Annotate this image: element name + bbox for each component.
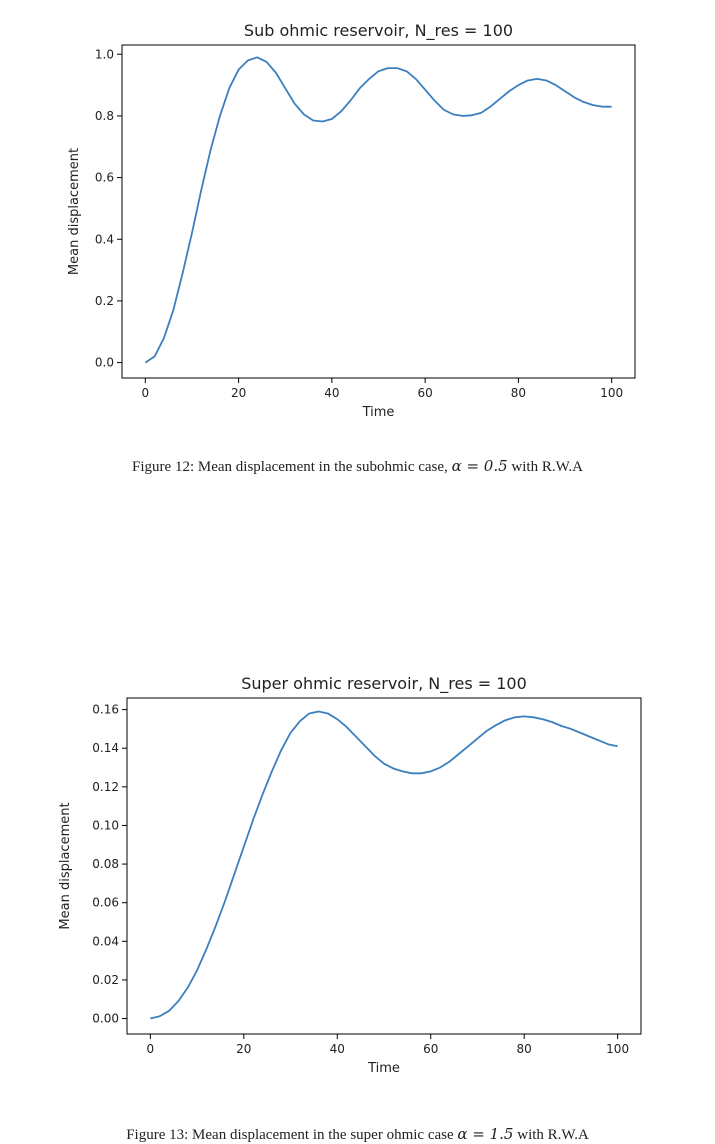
caption-suffix: with R.W.A <box>507 459 583 475</box>
caption-math: α = 1.5 <box>457 1125 514 1143</box>
y-tick-label: 0.16 <box>92 703 119 717</box>
y-tick-label: 0.4 <box>95 232 114 246</box>
x-tick-label: 0 <box>147 1042 155 1056</box>
chart-title: Super ohmic reservoir, N_res = 100 <box>241 674 527 694</box>
x-tick-label: 40 <box>324 386 339 400</box>
x-tick-label: 60 <box>423 1042 438 1056</box>
x-tick-label: 80 <box>517 1042 532 1056</box>
x-tick-label: 20 <box>231 386 246 400</box>
y-tick-label: 0.06 <box>92 896 119 910</box>
y-axis-label: Mean displacement <box>58 802 73 929</box>
y-tick-label: 0.00 <box>92 1012 119 1026</box>
figure-12: Sub ohmic reservoir, N_res = 100 0 20 40 60 8… <box>0 0 715 500</box>
y-tick-label: 0.02 <box>92 973 119 987</box>
plot-frame <box>121 44 636 379</box>
y-tick-label: 0.2 <box>95 294 114 308</box>
figure-13: Super ohmic reservoir, N_res = 100 0 20 40 6… <box>0 655 715 1143</box>
y-tick-label: 0.04 <box>92 934 119 948</box>
caption-suffix: with R.W.A <box>513 1127 589 1143</box>
y-tick-label: 1.0 <box>95 47 114 61</box>
x-tick-label: 20 <box>236 1042 251 1056</box>
caption-text: Figure 12: Mean displacement in the subo… <box>132 459 452 475</box>
caption-text: Figure 13: Mean displacement in the supe… <box>126 1127 458 1143</box>
x-tick-label: 80 <box>511 386 526 400</box>
y-axis-label: Mean displacement <box>67 148 82 275</box>
x-tick-label: 40 <box>330 1042 345 1056</box>
y-tick-label: 0.10 <box>92 818 119 832</box>
figure-13-caption: Figure 13: Mean displacement in the supe… <box>0 1125 715 1144</box>
series-line <box>150 710 618 1020</box>
caption-math: α = 0.5 <box>451 457 508 475</box>
series-line <box>144 56 612 364</box>
figure-12-caption: Figure 12: Mean displacement in the subo… <box>0 457 715 476</box>
x-axis-label: Time <box>367 1061 400 1076</box>
y-tick-label: 0.8 <box>95 109 114 123</box>
y-tick-label: 0.14 <box>92 741 119 755</box>
x-axis-label: Time <box>362 405 395 420</box>
y-tick-label: 0.6 <box>95 171 114 185</box>
plot-frame <box>126 697 642 1035</box>
y-tick-label: 0.0 <box>95 356 114 370</box>
chart-sub-ohmic: Sub ohmic reservoir, N_res = 100 0 20 40 60 8… <box>67 21 636 420</box>
y-tick-label: 0.12 <box>92 780 119 794</box>
x-tick-label: 100 <box>606 1042 629 1056</box>
chart-super-ohmic: Super ohmic reservoir, N_res = 100 0 20 40 6… <box>58 674 642 1076</box>
x-tick-label: 100 <box>600 386 623 400</box>
x-tick-label: 0 <box>141 386 149 400</box>
chart-title: Sub ohmic reservoir, N_res = 100 <box>244 21 513 41</box>
x-tick-label: 60 <box>417 386 432 400</box>
y-tick-label: 0.08 <box>92 857 119 871</box>
